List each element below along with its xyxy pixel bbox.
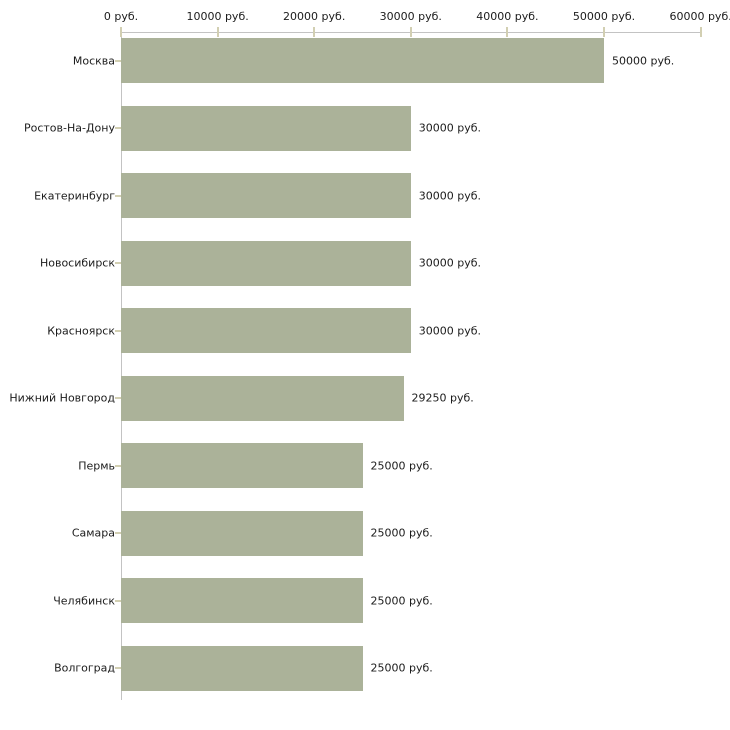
value-label: 30000 руб. (418, 324, 482, 337)
value-label: 29250 руб. (411, 391, 474, 405)
category-label: Новосибирск (39, 256, 115, 270)
value-label: 50000 руб. (612, 54, 675, 67)
x-axis-tick-mark (120, 27, 122, 37)
category-label: Самара (71, 526, 115, 540)
value-label: 25000 руб. (370, 459, 433, 472)
value-label: 30000 руб. (418, 256, 482, 270)
bar (121, 375, 404, 421)
x-axis-tick-label: 50000 руб. (572, 10, 636, 23)
bar (121, 308, 411, 353)
bar (121, 240, 411, 286)
x-axis-tick-mark (699, 27, 702, 37)
category-label: Пермь (78, 459, 115, 472)
value-label: 25000 руб. (370, 661, 433, 675)
category-tick-mark (115, 127, 121, 129)
value-label: 30000 руб. (418, 121, 482, 135)
x-axis-tick-mark (603, 27, 605, 37)
category-label: Нижний Новгород (9, 391, 115, 405)
value-label: 30000 руб. (418, 189, 482, 202)
category-label: Красноярск (47, 324, 115, 337)
x-axis-tick-mark (409, 27, 412, 37)
category-label: Волгоград (54, 661, 115, 675)
bar (121, 443, 363, 488)
x-axis-tick-label: 10000 руб. (186, 10, 249, 23)
category-tick-mark (115, 667, 121, 669)
category-tick-mark (115, 599, 121, 602)
bar (121, 510, 363, 556)
x-axis-tick-mark (313, 27, 316, 37)
x-axis-tick-label: 0 руб. (103, 10, 139, 23)
x-axis-tick-mark (216, 27, 219, 37)
category-label: Ростов-На-Дону (23, 121, 115, 135)
bar (121, 105, 411, 151)
x-axis-tick-label: 30000 руб. (379, 10, 442, 23)
category-tick-mark (115, 464, 121, 467)
value-label: 25000 руб. (370, 526, 433, 540)
x-axis-tick-mark (506, 27, 509, 37)
bar (121, 173, 411, 218)
x-axis-tick-label: 40000 руб. (476, 10, 539, 23)
category-tick-mark (115, 59, 121, 62)
category-tick-mark (115, 329, 121, 332)
category-tick-mark (115, 262, 121, 264)
category-tick-mark (115, 532, 121, 534)
bar (121, 38, 604, 83)
category-tick-mark (115, 397, 121, 399)
bar (121, 645, 363, 691)
x-axis-tick-label: 60000 руб. (669, 10, 730, 23)
category-label: Екатеринбург (34, 189, 115, 202)
category-label: Москва (72, 54, 115, 67)
x-axis-tick-label: 20000 руб. (283, 10, 346, 23)
category-tick-mark (115, 194, 121, 197)
y-axis-line (121, 32, 122, 700)
bar (121, 578, 363, 623)
value-label: 25000 руб. (370, 594, 433, 607)
category-label: Челябинск (53, 594, 115, 607)
